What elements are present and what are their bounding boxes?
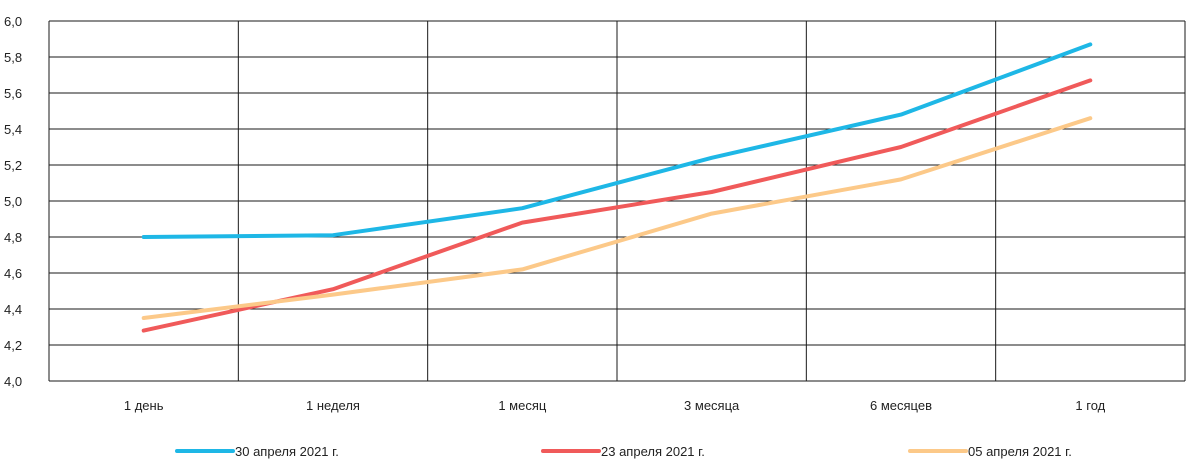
chart-series-lines — [141, 42, 1093, 333]
chart-legend: 30 апреля 2021 г. 23 апреля 2021 г. 05 апр… — [175, 444, 1072, 459]
series-line-2 — [141, 78, 1093, 333]
y-tick-label: 4,4 — [4, 302, 22, 317]
y-tick-label: 4,8 — [4, 230, 22, 245]
x-tick-label: 1 неделя — [306, 398, 360, 413]
x-tick-label: 1 день — [124, 398, 164, 413]
x-tick-label: 3 месяца — [684, 398, 740, 413]
series-line-3 — [141, 116, 1093, 320]
y-axis-ticks: 4,0 4,2 4,4 4,6 4,8 5,0 5,2 5,4 5,6 5,8 6,0 — [4, 14, 22, 389]
legend-item-3: 05 апреля 2021 г. — [908, 444, 1072, 459]
legend-label: 23 апреля 2021 г. — [601, 444, 705, 459]
legend-item-1: 30 апреля 2021 г. — [175, 444, 339, 459]
y-tick-label: 5,0 — [4, 194, 22, 209]
x-tick-label: 6 месяцев — [870, 398, 932, 413]
y-tick-label: 4,6 — [4, 266, 22, 281]
chart-grid — [48, 20, 1186, 382]
y-tick-label: 4,0 — [4, 374, 22, 389]
x-tick-label: 1 месяц — [498, 398, 547, 413]
y-tick-label: 6,0 — [4, 14, 22, 29]
y-tick-label: 5,2 — [4, 158, 22, 173]
series-line-1 — [141, 42, 1093, 239]
legend-label: 30 апреля 2021 г. — [235, 444, 339, 459]
legend-label: 05 апреля 2021 г. — [968, 444, 1072, 459]
y-tick-label: 5,6 — [4, 86, 22, 101]
y-tick-label: 5,8 — [4, 50, 22, 65]
y-tick-label: 4,2 — [4, 338, 22, 353]
x-axis-ticks: 1 день 1 неделя 1 месяц 3 месяца 6 месяцев 1 … — [124, 398, 1106, 413]
legend-item-2: 23 апреля 2021 г. — [541, 444, 705, 459]
y-tick-label: 5,4 — [4, 122, 22, 137]
x-tick-label: 1 год — [1075, 398, 1105, 413]
